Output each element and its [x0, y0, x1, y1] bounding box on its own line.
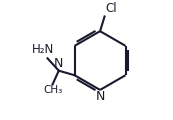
- Text: CH₃: CH₃: [43, 85, 62, 95]
- Text: Cl: Cl: [106, 2, 117, 15]
- Text: N: N: [54, 57, 63, 70]
- Text: N: N: [96, 90, 105, 103]
- Text: H₂N: H₂N: [32, 43, 54, 56]
